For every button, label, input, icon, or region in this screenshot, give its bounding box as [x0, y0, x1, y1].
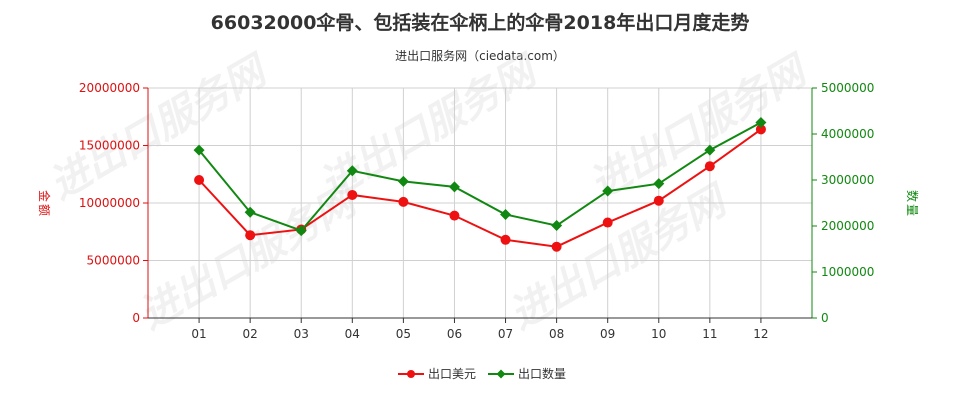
x-tick-label: 07	[498, 327, 513, 341]
series-point	[602, 185, 614, 197]
series-point	[194, 175, 205, 185]
legend-label: 出口美元	[428, 367, 476, 381]
y-left-tick-label: 15000000	[79, 139, 140, 153]
y-right-axis-title: 量	[905, 204, 919, 216]
y-right-axis-title: 数	[905, 190, 920, 202]
chart-title: 66032000伞骨、包括装在伞柄上的伞骨2018年出口月度走势	[210, 12, 750, 34]
y-left-axis-title: 额	[37, 204, 51, 216]
y-right-tick-label: 2000000	[821, 219, 874, 233]
series-point	[397, 175, 409, 187]
series-point	[653, 195, 664, 206]
y-left-axis-title: 金	[37, 190, 52, 202]
chart-subtitle: 进出口服务网（ciedata.com）	[395, 49, 565, 63]
y-left-tick-label: 10000000	[79, 196, 140, 210]
x-tick-label: 04	[345, 327, 360, 341]
series-point	[704, 144, 716, 156]
series-point	[398, 196, 409, 207]
series-point	[346, 165, 358, 177]
series-point	[500, 234, 511, 245]
y-right-tick-label: 0	[821, 311, 829, 325]
series-point	[193, 144, 205, 156]
series-point	[295, 225, 307, 237]
series-point	[244, 206, 256, 218]
y-right-tick-label: 5000000	[821, 81, 874, 95]
y-right-tick-label: 4000000	[821, 127, 874, 141]
x-tick-label: 05	[396, 327, 411, 341]
series-point	[500, 209, 512, 220]
x-tick-label: 11	[702, 327, 717, 341]
y-left-tick-label: 20000000	[79, 81, 140, 95]
series-point	[704, 161, 715, 172]
series-line	[198, 121, 762, 232]
x-tick-label: 08	[549, 327, 564, 341]
series-point	[449, 210, 460, 221]
series-point	[755, 124, 766, 135]
series-point	[755, 117, 767, 128]
series-point	[653, 178, 665, 190]
x-tick-label: 06	[447, 327, 462, 341]
x-tick-label: 10	[651, 327, 666, 341]
x-tick-label: 03	[294, 327, 309, 341]
y-right-tick-label: 3000000	[821, 173, 874, 187]
legend-marker	[407, 370, 415, 378]
x-tick-label: 02	[243, 327, 258, 341]
series-line	[198, 128, 762, 248]
y-right-tick-label: 1000000	[821, 265, 874, 279]
x-tick-label: 09	[600, 327, 615, 341]
series-point	[245, 230, 256, 241]
series-point	[551, 241, 562, 252]
series-point	[347, 189, 358, 200]
y-left-tick-label: 5000000	[87, 254, 140, 268]
legend-label: 出口数量	[518, 366, 566, 381]
legend-marker	[496, 369, 506, 379]
series-point	[602, 217, 613, 228]
x-tick-label: 01	[191, 327, 206, 341]
x-tick-label: 12	[753, 327, 768, 341]
y-left-tick-label: 0	[132, 311, 140, 325]
watermark: 进出口服务网	[42, 45, 279, 209]
series-point	[551, 220, 563, 232]
series-point	[448, 181, 460, 193]
